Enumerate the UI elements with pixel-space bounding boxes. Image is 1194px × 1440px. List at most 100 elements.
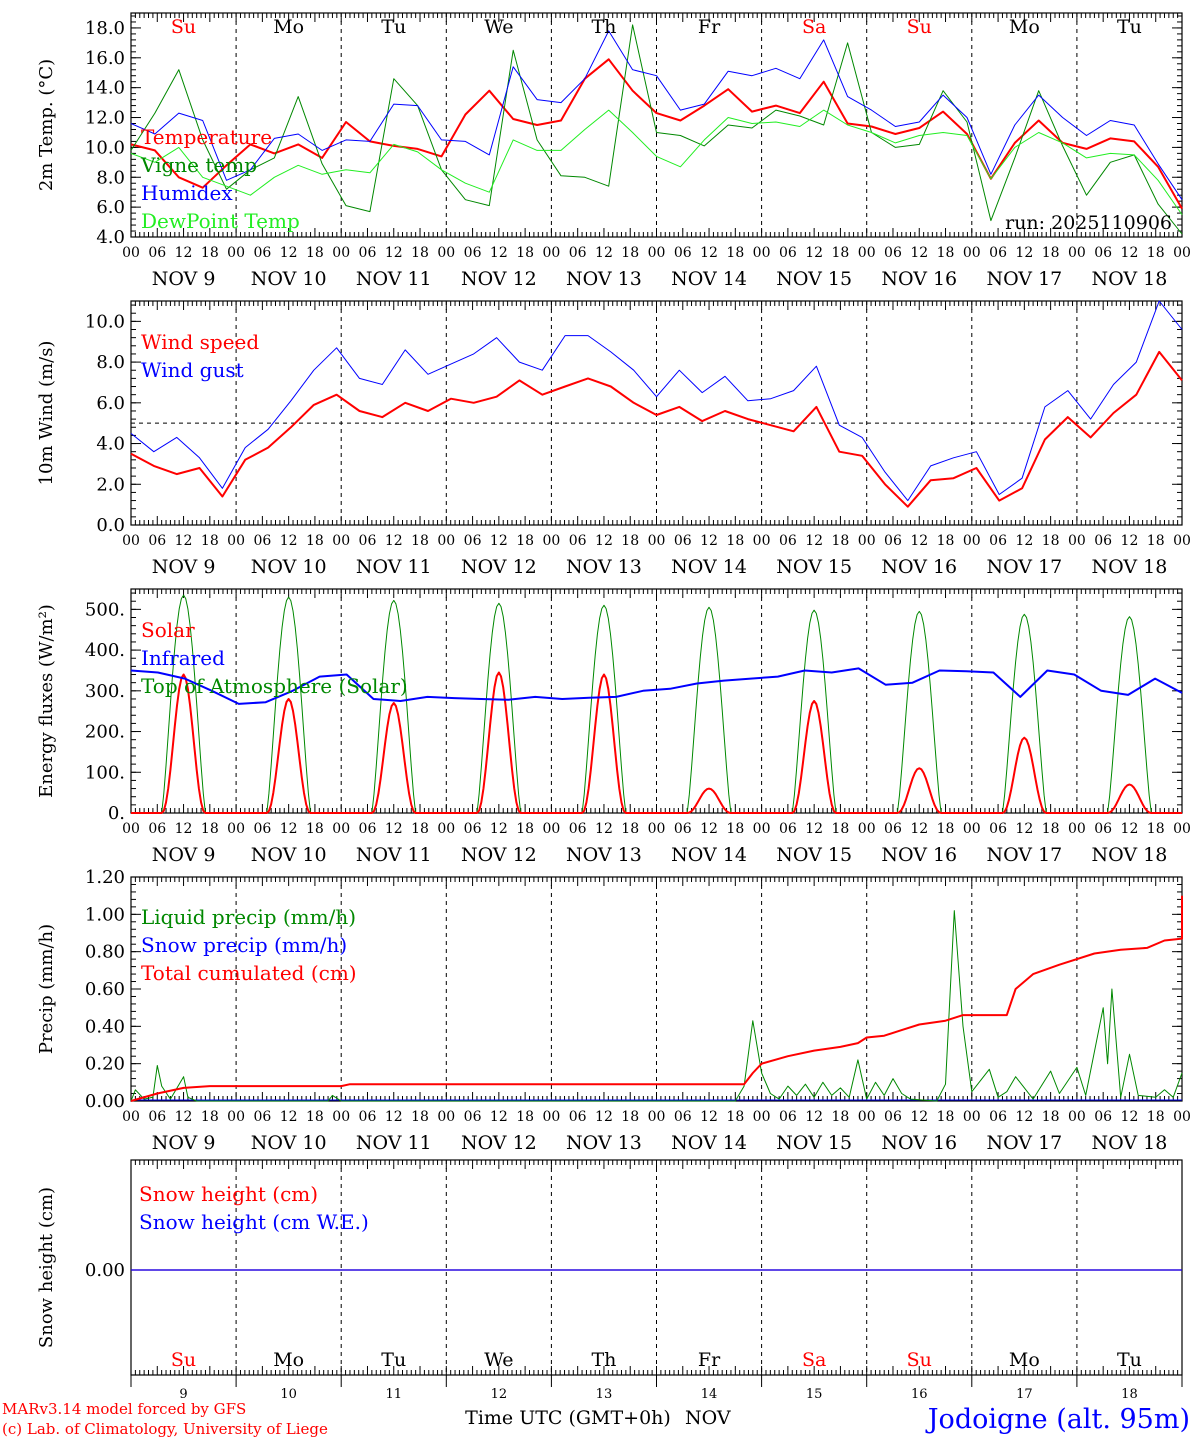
legend-entry: Snow height (cm W.E.) — [139, 1210, 369, 1234]
weekday-label: Fr — [698, 16, 721, 38]
hour-tick-label: 12 — [385, 821, 403, 837]
date-label: NOV 9 — [152, 556, 216, 578]
hour-tick-label: 06 — [464, 245, 482, 261]
hour-tick-label: 06 — [1094, 1109, 1112, 1125]
series-line-wind-speed — [130, 350, 1183, 508]
hour-tick-label: 12 — [1121, 245, 1139, 261]
y-tick-label: 0.00 — [85, 1260, 125, 1281]
date-label: NOV 18 — [1092, 556, 1168, 578]
hour-tick-label: 12 — [700, 1109, 718, 1125]
weekday-label: Mo — [1009, 16, 1040, 38]
day-number-label: 9 — [179, 1387, 187, 1402]
date-label: NOV 15 — [776, 556, 852, 578]
hour-tick-label: 12 — [595, 533, 613, 549]
legend-entry: Infrared — [141, 646, 225, 670]
date-label: NOV 12 — [461, 556, 537, 578]
hour-tick-label: 06 — [884, 821, 902, 837]
x-axis-unit: NOV — [685, 1407, 731, 1429]
hour-tick-label: 18 — [411, 1109, 429, 1125]
hour-tick-label: 00 — [227, 533, 245, 549]
hour-tick-label: 06 — [989, 245, 1007, 261]
hour-tick-label: 06 — [989, 533, 1007, 549]
hour-tick-label: 12 — [595, 1109, 613, 1125]
y-tick-label: 16.0 — [85, 48, 125, 69]
legend-entry: DewPoint Temp — [141, 209, 300, 233]
hour-tick-label: 18 — [621, 821, 639, 837]
panel-2: 0.0 2.0 4.0 6.0 8.0 10.0 10m Wind (m/s) Wind sp… — [36, 300, 1183, 536]
date-label: NOV 13 — [566, 1132, 642, 1154]
hour-tick-label: 12 — [595, 821, 613, 837]
hour-tick-label: 12 — [910, 533, 928, 549]
hour-tick-label: 00 — [753, 245, 771, 261]
hour-tick-label: 06 — [779, 821, 797, 837]
series-line-wind-gust — [130, 300, 1183, 502]
hour-tick-label: 12 — [700, 245, 718, 261]
hour-tick-label: 18 — [306, 533, 324, 549]
series-line-humidex — [130, 30, 1183, 200]
hour-tick-label: 12 — [1121, 821, 1139, 837]
hour-tick-label: 06 — [884, 1109, 902, 1125]
hour-tick-label: 06 — [569, 245, 587, 261]
hour-tick-label: 12 — [490, 1109, 508, 1125]
hour-tick-label: 12 — [700, 533, 718, 549]
x-hour-labels: 00 06 12 18 00 06 12 18 00 06 12 18 00 06 12 18 00 06 12 18… — [122, 1109, 1191, 1154]
date-label: NOV 10 — [251, 268, 327, 290]
y-tick-label: 10.0 — [85, 311, 125, 332]
hour-tick-label: 18 — [1042, 245, 1060, 261]
hour-tick-label: 06 — [779, 245, 797, 261]
hour-tick-label: 12 — [910, 245, 928, 261]
date-label: NOV 9 — [152, 1132, 216, 1154]
hour-tick-label: 00 — [122, 533, 140, 549]
day-number-label: 16 — [911, 1387, 928, 1402]
day-number-label: 13 — [596, 1387, 613, 1402]
hour-tick-label: 12 — [280, 533, 298, 549]
hour-tick-label: 06 — [1094, 821, 1112, 837]
hour-tick-label: 06 — [1094, 245, 1112, 261]
hour-tick-label: 18 — [832, 1109, 850, 1125]
hour-tick-label: 00 — [227, 245, 245, 261]
hour-tick-label: 12 — [1015, 1109, 1033, 1125]
day-number-label: 14 — [701, 1387, 718, 1402]
hour-tick-label: 18 — [1042, 533, 1060, 549]
x-hour-labels: 00 06 12 18 00 06 12 18 00 06 12 18 00 06 12 18 00 06 12 18… — [122, 533, 1191, 578]
x-hour-labels: 00 06 12 18 00 06 12 18 00 06 12 18 00 06 12 18 00 06 12 18… — [122, 821, 1191, 866]
hour-tick-label: 12 — [805, 245, 823, 261]
y-tick-label: 8.0 — [96, 167, 125, 188]
hour-tick-label: 18 — [937, 245, 955, 261]
date-label: NOV 18 — [1092, 1132, 1168, 1154]
y-axis-label: Precip (mm/h) — [36, 924, 57, 1054]
hour-tick-label: 00 — [858, 245, 876, 261]
weekday-label: Th — [591, 1349, 616, 1371]
hour-tick-label: 18 — [1147, 533, 1165, 549]
y-tick-label: 0.0 — [96, 515, 125, 536]
date-label: NOV 17 — [986, 556, 1062, 578]
hour-tick-label: 00 — [753, 1109, 771, 1125]
hour-tick-label: 06 — [1094, 533, 1112, 549]
date-label: NOV 13 — [566, 268, 642, 290]
weekday-label: Sa — [802, 1349, 826, 1371]
hour-tick-label: 00 — [963, 1109, 981, 1125]
hour-tick-label: 12 — [490, 533, 508, 549]
y-tick-label: 0.00 — [85, 1091, 125, 1112]
series-line-dewpoint-temp — [130, 109, 1183, 215]
hour-tick-label: 00 — [542, 245, 560, 261]
hour-tick-label: 06 — [989, 821, 1007, 837]
hour-tick-label: 06 — [569, 533, 587, 549]
legend-entry: Vigne temp — [140, 153, 257, 177]
hour-tick-label: 06 — [884, 533, 902, 549]
hour-tick-label: 18 — [1042, 821, 1060, 837]
hour-tick-label: 00 — [1173, 245, 1191, 261]
y-tick-label: 0.80 — [85, 942, 125, 963]
weekday-label: Sa — [802, 16, 826, 38]
day-number-label: 11 — [385, 1387, 402, 1402]
panel-4: 0.00 0.20 0.40 0.60 0.80 1.00 1.20 Precip (mm/h… — [36, 867, 1183, 1112]
y-axis-label: Energy fluxes (W/m²) — [36, 604, 57, 798]
date-label: NOV 11 — [356, 268, 432, 290]
date-label: NOV 17 — [986, 268, 1062, 290]
y-tick-label: 300. — [85, 681, 125, 702]
hour-tick-label: 06 — [989, 1109, 1007, 1125]
hour-tick-label: 18 — [1147, 1109, 1165, 1125]
date-label: NOV 11 — [356, 844, 432, 866]
y-tick-label: 6.0 — [96, 393, 125, 414]
hour-tick-label: 00 — [1068, 245, 1086, 261]
